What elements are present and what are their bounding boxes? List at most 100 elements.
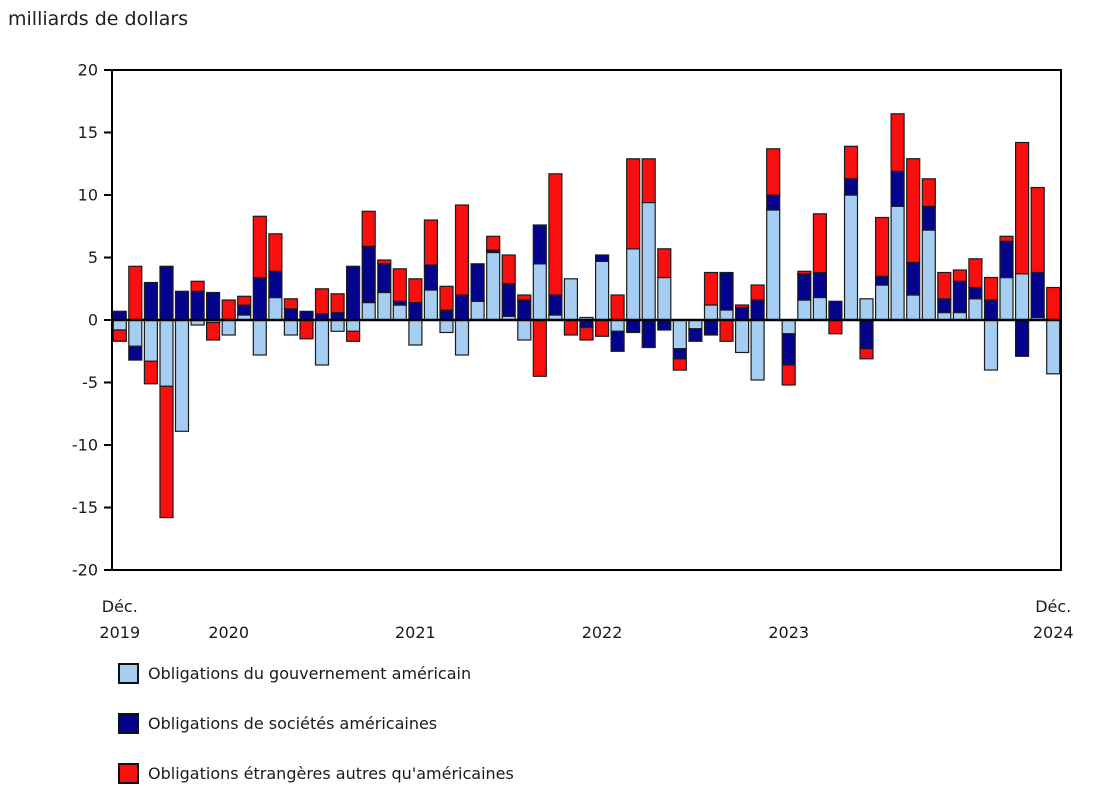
bar-segment-2020-03 <box>159 385 174 519</box>
bar-segment-2024-09 <box>999 235 1014 242</box>
bar-segment-2023-12 <box>859 319 874 350</box>
bar-segment-2020-05 <box>190 290 205 321</box>
bar-segment-2020-09 <box>252 276 267 321</box>
bar-segment-2022-04 <box>548 173 563 296</box>
bar-segment-2022-01 <box>501 283 516 317</box>
bar-segment-2023-02 <box>703 319 719 336</box>
bar-segment-2023-08 <box>797 270 812 275</box>
bar-segment-2023-02 <box>703 271 719 306</box>
bar-segment-2024-03 <box>906 261 921 296</box>
bar-segment-2021-04 <box>361 210 376 247</box>
bar-segment-2020-03 <box>159 319 174 387</box>
bar-segment-2020-08 <box>237 304 252 316</box>
bar-segment-2020-05 <box>190 280 205 292</box>
bar-segment-2020-01 <box>128 265 143 321</box>
bar-segment-2023-07 <box>781 364 796 386</box>
bar-segment-2019-12 <box>112 319 127 331</box>
legend-label-gov: Obligations du gouvernement américain <box>148 663 472 683</box>
bar-segment-2022-06 <box>579 326 594 341</box>
y-tick-label: 10 <box>78 186 98 205</box>
foreign-bonds-swatch-icon <box>118 762 139 784</box>
bar-segment-2022-12 <box>672 358 687 371</box>
bar-segment-2023-05 <box>750 284 765 301</box>
bar-segment-2022-04 <box>548 294 563 316</box>
bar-segment-2022-05 <box>563 319 579 336</box>
bar-segment-2020-11 <box>283 308 298 321</box>
bar-segment-2023-11 <box>843 145 859 180</box>
bar-segment-2024-12 <box>1046 319 1061 375</box>
bar-segment-2024-02 <box>890 170 905 207</box>
bar-segment-2021-03 <box>346 330 361 342</box>
bar-segment-2020-09 <box>252 215 267 279</box>
bar-segment-2022-09 <box>626 319 641 334</box>
gov-bonds-swatch-icon <box>118 662 139 684</box>
bar-segment-2020-07 <box>221 299 236 321</box>
x-label-year-2022: 2022 <box>582 623 623 642</box>
bar-segment-2020-03 <box>159 265 174 321</box>
bar-segment-2020-09 <box>252 319 267 356</box>
bar-segment-2021-04 <box>361 245 376 304</box>
bar-segment-2021-03 <box>346 265 361 321</box>
bar-segment-2021-06 <box>392 304 407 321</box>
bar-segment-2021-10 <box>454 319 470 356</box>
bar-segment-2024-07 <box>968 286 983 300</box>
bar-segment-2022-05 <box>563 278 579 321</box>
bar-segment-2021-09 <box>439 309 454 321</box>
bar-segment-2023-03 <box>719 271 734 311</box>
bar-segment-2023-05 <box>750 299 765 321</box>
bar-segment-2022-11 <box>657 276 672 321</box>
y-tick-label: -10 <box>72 436 98 455</box>
bar-segment-2020-01 <box>128 319 143 347</box>
bar-segment-2024-01 <box>874 284 890 321</box>
bar-segment-2024-01 <box>874 275 890 286</box>
legend-item-gov: Obligations du gouvernement américain <box>118 662 718 684</box>
legend-label-corp: Obligations de sociétés américaines <box>148 713 438 733</box>
bar-segment-2024-09 <box>999 276 1014 321</box>
chart-title: milliards de dollars <box>8 8 189 30</box>
bar-segment-2021-04 <box>361 301 376 321</box>
bar-segment-2023-09 <box>812 213 828 274</box>
bar-segment-2021-12 <box>486 235 501 251</box>
bar-segment-2021-03 <box>346 319 361 332</box>
bar-segment-2020-02 <box>143 360 158 385</box>
bar-segment-2021-05 <box>377 263 392 294</box>
bar-segment-2023-12 <box>859 348 874 360</box>
bar-segment-2021-08 <box>423 289 438 321</box>
bar-segment-2023-12 <box>859 298 874 321</box>
bar-segment-2023-11 <box>843 194 859 321</box>
bar-segment-2021-05 <box>377 259 392 265</box>
legend: Obligations du gouvernement américain Ob… <box>118 662 718 809</box>
x-label-year-2020: 2020 <box>208 623 249 642</box>
bar-segment-2022-08 <box>610 294 625 321</box>
bar-segment-2023-03 <box>719 309 734 321</box>
bar-segment-2020-10 <box>268 296 283 321</box>
bar-segment-2021-11 <box>470 263 485 302</box>
bar-segment-2023-07 <box>781 333 796 366</box>
y-tick-label: 0 <box>88 311 98 330</box>
bar-segment-2021-11 <box>470 300 485 321</box>
bar-segment-2024-08 <box>983 299 999 321</box>
bar-segment-2022-03 <box>532 319 547 377</box>
bar-segment-2021-10 <box>454 204 470 296</box>
bar-segment-2022-07 <box>594 260 610 321</box>
bar-segment-2020-04 <box>174 290 190 321</box>
bar-segment-2021-07 <box>408 278 423 304</box>
bar-segment-2021-05 <box>377 291 392 321</box>
bar-segment-2022-09 <box>626 158 641 250</box>
bar-segment-2020-08 <box>237 295 252 306</box>
bar-segment-2023-09 <box>812 296 828 321</box>
bar-segment-2023-10 <box>828 300 843 321</box>
bar-segment-2024-10 <box>1014 273 1030 321</box>
bar-segment-2020-02 <box>143 281 158 321</box>
legend-item-corp: Obligations de sociétés américaines <box>118 712 718 734</box>
x-label-year-2023: 2023 <box>768 623 809 642</box>
bar-segment-2022-02 <box>517 294 532 301</box>
bar-segment-2021-10 <box>454 294 470 321</box>
bar-segment-2023-01 <box>688 319 703 330</box>
bar-segment-2020-01 <box>128 345 143 361</box>
bar-segment-2022-03 <box>532 224 547 265</box>
bar-segment-2021-08 <box>423 264 438 291</box>
bar-segment-2022-02 <box>517 319 532 341</box>
bar-segment-2022-02 <box>517 299 532 321</box>
